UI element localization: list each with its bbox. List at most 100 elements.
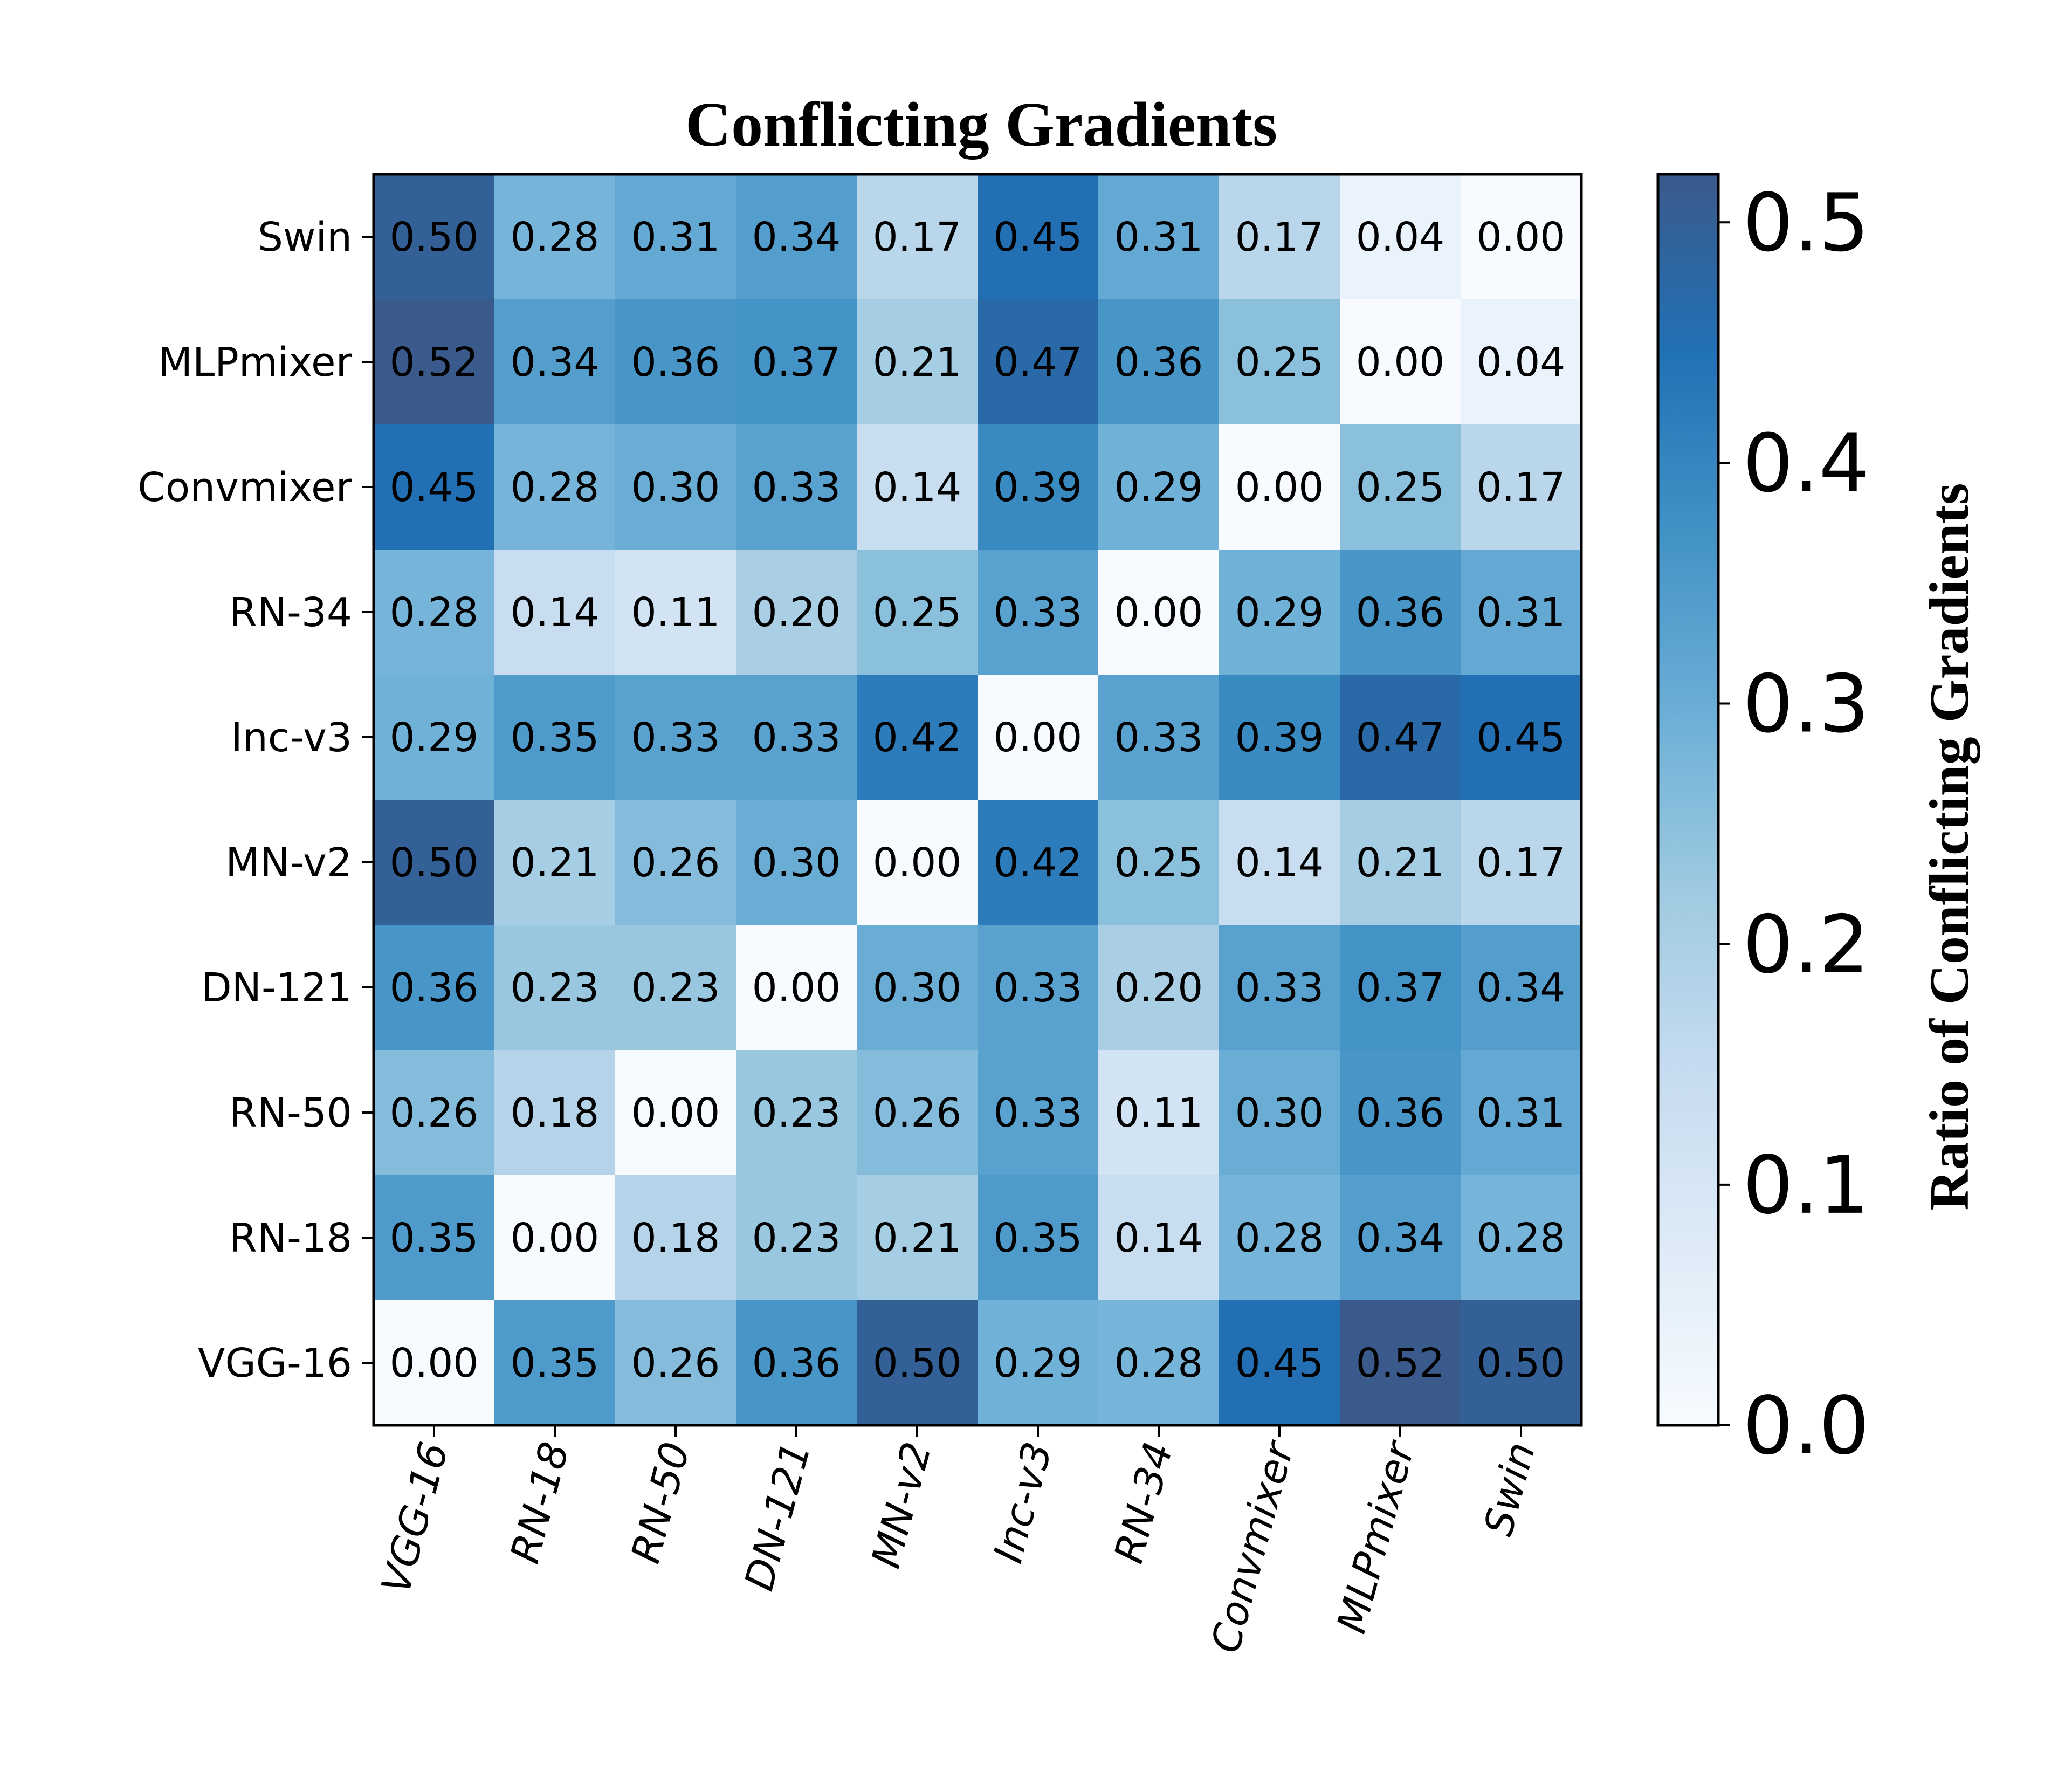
- heatmap-cell-labels: 0.50 0.28 0.31 0.34 0.17 0.45 0.31 0.17 0.04 0.00…: [390, 214, 1566, 1386]
- heatmap-cell: [1461, 174, 1582, 300]
- heatmap-cell: [374, 925, 495, 1051]
- cell-value-label: 0.35: [511, 1340, 600, 1386]
- y-tick-label: Inc-v3: [231, 715, 352, 761]
- heatmap-cell: [374, 1175, 495, 1301]
- heatmap-cell: [736, 925, 857, 1051]
- cell-value-label: 0.33: [994, 965, 1083, 1011]
- cell-value-label: 0.28: [1235, 1215, 1324, 1261]
- y-tick-label: Convmixer: [137, 464, 352, 511]
- heatmap-cell: [1098, 174, 1220, 300]
- heatmap-cell: [1340, 1175, 1461, 1301]
- cell-value-label: 0.36: [390, 965, 479, 1011]
- heatmap-cell: [374, 550, 495, 675]
- heatmap-cell: [1461, 925, 1582, 1051]
- colorbar-tick-label: 0.5: [1743, 176, 1869, 269]
- cell-value-label: 0.00: [1477, 214, 1566, 260]
- heatmap-cell: [374, 299, 495, 425]
- heatmap-cell: [494, 424, 616, 550]
- cell-value-label: 0.20: [752, 589, 841, 636]
- heatmap-cell: [857, 424, 978, 550]
- cell-value-label: 0.04: [1477, 339, 1566, 386]
- heatmap-cell: [1461, 424, 1582, 550]
- colorbar-label: Ratio of Conflicting Gradients: [1918, 483, 1980, 1210]
- heatmap-cell: [1340, 550, 1461, 675]
- y-axis: Swin MLPmixer Convmixer RN-34 Inc-v3 MN-v2 DN-…: [137, 214, 374, 1386]
- cell-value-label: 0.33: [1114, 715, 1203, 761]
- cell-value-label: 0.29: [994, 1340, 1083, 1386]
- cell-value-label: 0.50: [873, 1340, 962, 1386]
- cell-value-label: 0.17: [1477, 840, 1566, 886]
- cell-value-label: 0.31: [1477, 589, 1566, 636]
- chart-title: Conflicting Gradients: [685, 89, 1277, 160]
- y-tick-label: MLPmixer: [158, 339, 352, 386]
- heatmap-cell: [736, 1175, 857, 1301]
- x-tick-label: MLPmixer: [1329, 1435, 1424, 1638]
- heatmap-cell: [1340, 299, 1461, 425]
- colorbar-tick-label: 0.3: [1743, 658, 1869, 751]
- heatmap-cell: [615, 424, 736, 550]
- cell-value-label: 0.25: [1114, 840, 1203, 886]
- colorbar-gradient: [1656, 173, 1720, 1427]
- cell-value-label: 0.23: [752, 1090, 841, 1136]
- cell-value-label: 0.00: [873, 840, 962, 886]
- cell-value-label: 0.29: [1114, 464, 1203, 511]
- cell-value-label: 0.36: [1114, 339, 1203, 386]
- cell-value-label: 0.37: [1356, 965, 1445, 1011]
- heatmap-cell: [494, 675, 616, 800]
- heatmap-cell: [1219, 925, 1340, 1051]
- heatmap-cell: [1461, 550, 1582, 675]
- heatmap-cell: [615, 925, 736, 1051]
- heatmap-cell: [736, 174, 857, 300]
- heatmap-cell: [736, 675, 857, 800]
- cell-value-label: 0.45: [1477, 715, 1566, 761]
- cell-value-label: 0.52: [390, 339, 479, 386]
- cell-value-label: 0.00: [994, 715, 1083, 761]
- cell-value-label: 0.36: [1356, 589, 1445, 636]
- cell-value-label: 0.11: [1114, 1090, 1203, 1136]
- cell-value-label: 0.31: [631, 214, 720, 260]
- cell-value-label: 0.50: [1477, 1340, 1566, 1386]
- y-tick-label: DN-121: [201, 965, 352, 1011]
- y-tick-label: RN-34: [229, 589, 352, 636]
- cell-value-label: 0.28: [511, 214, 600, 260]
- heatmap-cell: [1340, 174, 1461, 300]
- cell-value-label: 0.33: [994, 589, 1083, 636]
- cell-value-label: 0.00: [631, 1090, 720, 1136]
- heatmap-cell: [374, 174, 495, 300]
- cell-value-label: 0.36: [1356, 1090, 1445, 1136]
- heatmap-cell: [978, 1050, 1099, 1176]
- heatmap-cell: [736, 1300, 857, 1426]
- cell-value-label: 0.25: [1356, 464, 1445, 511]
- x-tick-label: RN-50: [622, 1437, 699, 1568]
- cell-value-label: 0.36: [631, 339, 720, 386]
- cell-value-label: 0.33: [994, 1090, 1083, 1136]
- cell-value-label: 0.45: [994, 214, 1083, 260]
- cell-value-label: 0.18: [511, 1090, 600, 1136]
- cell-value-label: 0.17: [1235, 214, 1324, 260]
- heatmap-cell: [1461, 1050, 1582, 1176]
- cell-value-label: 0.33: [1235, 965, 1324, 1011]
- heatmap-cell: [1461, 1175, 1582, 1301]
- cell-value-label: 0.28: [511, 464, 600, 511]
- heatmap-cell: [494, 1175, 616, 1301]
- heatmap-cell: [1340, 675, 1461, 800]
- cell-value-label: 0.20: [1114, 965, 1203, 1011]
- cell-value-label: 0.28: [390, 589, 479, 636]
- x-tick-label: DN-121: [736, 1437, 820, 1595]
- cell-value-label: 0.42: [994, 840, 1083, 886]
- x-tick-label: Inc-v3: [985, 1437, 1062, 1568]
- heatmap-cell: [494, 925, 616, 1051]
- heatmap-cell: [857, 925, 978, 1051]
- heatmap-cell: [494, 1050, 616, 1176]
- cell-value-label: 0.00: [511, 1215, 600, 1261]
- heatmap-cell: [374, 800, 495, 925]
- cell-value-label: 0.35: [511, 715, 600, 761]
- cell-value-label: 0.26: [631, 1340, 720, 1386]
- cell-value-label: 0.36: [752, 1340, 841, 1386]
- x-axis: VGG-16 RN-18 RN-50 DN-121 MN-v2 Inc-v3 RN-34 Co…: [373, 1425, 1544, 1658]
- cell-value-label: 0.23: [511, 965, 600, 1011]
- heatmap-cell: [857, 174, 978, 300]
- cell-value-label: 0.00: [1114, 589, 1203, 636]
- heatmap-cell: [1098, 1300, 1220, 1426]
